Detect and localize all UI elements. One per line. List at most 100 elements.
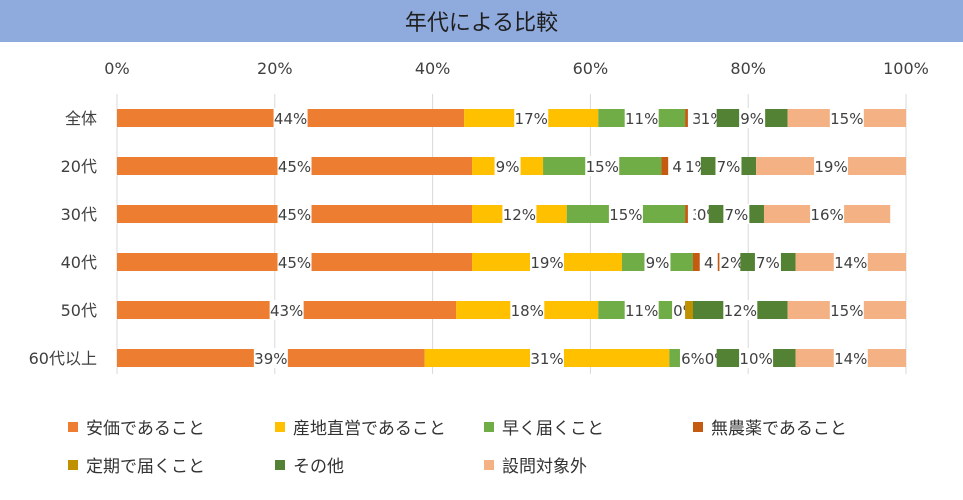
data-label: 45% [278, 206, 311, 224]
legend-label: 安価であること [86, 419, 205, 439]
data-label-bg [269, 300, 304, 320]
legend-item: 無農薬であること [693, 414, 847, 439]
data-label-bg [624, 108, 659, 128]
legend-item: 設問対象外 [484, 452, 587, 477]
data-label-bg [829, 108, 864, 128]
legend-label: 産地直営であること [293, 419, 446, 439]
data-label-bg [277, 252, 312, 272]
data-label-bg [739, 108, 766, 128]
bar-segment [685, 301, 693, 319]
legend-swatch [275, 459, 285, 470]
data-label-bg [833, 348, 868, 368]
legend-item: 定期で届くこと [68, 452, 205, 477]
data-label: 15% [609, 206, 642, 224]
legend-swatch [484, 459, 494, 470]
data-label: 14% [834, 350, 867, 368]
data-label: 14% [834, 254, 867, 272]
chart-title: 年代による比較 [404, 11, 559, 36]
data-label: 4 [672, 158, 682, 176]
data-label-bg [530, 348, 565, 368]
data-label: 7% [717, 158, 741, 176]
legend-label: 早く届くこと [502, 419, 604, 439]
data-label-bg [253, 348, 288, 368]
data-label: 2% [721, 254, 745, 272]
data-label-bg [644, 252, 671, 272]
data-label: 11% [625, 110, 658, 128]
data-label: 12% [724, 302, 757, 320]
category-label: 60代以上 [29, 349, 97, 368]
legend-item: 早く届くこと [484, 414, 604, 439]
data-label: 7% [756, 254, 780, 272]
title-bar: 年代による比較 [0, 0, 963, 42]
data-label-bg [494, 156, 521, 176]
data-label: 9% [646, 254, 670, 272]
data-label: 17% [515, 110, 548, 128]
data-label-bg [754, 252, 781, 272]
data-label-bg [679, 348, 706, 368]
legend-swatch [68, 421, 78, 432]
x-tick-label: 60% [573, 59, 609, 78]
data-label: 45% [278, 158, 311, 176]
data-label-bg [833, 252, 868, 272]
category-label: 20代 [61, 157, 97, 176]
data-label: 15% [830, 110, 863, 128]
x-tick-label: 20% [257, 59, 293, 78]
data-label-bg [502, 204, 537, 224]
legend-label: 無農薬であること [711, 419, 847, 439]
x-tick-label: 80% [730, 59, 766, 78]
data-label-bg [715, 156, 742, 176]
data-label-bg [273, 108, 308, 128]
legend-item: 安価であること [68, 414, 205, 439]
data-label: 31% [530, 350, 563, 368]
data-label: 44% [274, 110, 307, 128]
data-label-bg [814, 156, 849, 176]
data-label: 39% [254, 350, 287, 368]
data-label: 9% [740, 110, 764, 128]
plot-area: 0% 20% 40% 60% 80% 100% 全体 44% 17% 11% 3 1% 9% 15% 20代… [29, 59, 929, 374]
legend-item: その他 [275, 452, 344, 477]
legend-swatch [484, 421, 494, 432]
legend-swatch [68, 459, 78, 470]
data-label: 7% [724, 206, 748, 224]
data-label: 3 [692, 110, 702, 128]
data-label-bg [585, 156, 620, 176]
legend-item: 産地直営であること [275, 414, 446, 439]
data-label: 45% [278, 254, 311, 272]
data-label-bg [530, 252, 565, 272]
data-label-bg [723, 204, 750, 224]
category-label: 全体 [65, 109, 97, 128]
category-label: 30代 [61, 205, 97, 224]
category-label: 50代 [61, 301, 97, 320]
legend-label: 設問対象外 [502, 457, 587, 477]
x-tick-label: 0% [104, 59, 129, 78]
x-tick-label: 100% [883, 59, 929, 78]
data-label: 16% [810, 206, 843, 224]
data-label-bg [608, 204, 643, 224]
data-label: 43% [270, 302, 303, 320]
category-label: 40代 [61, 253, 97, 272]
data-label-bg [277, 204, 312, 224]
data-label: 18% [511, 302, 544, 320]
data-label-bg [624, 300, 659, 320]
x-tick-label: 40% [415, 59, 451, 78]
legend: 安価であること 産地直営であること 早く届くこと 無農薬であること定期で届くこと その他… [0, 408, 963, 500]
data-label: 11% [625, 302, 658, 320]
data-label: 15% [586, 158, 619, 176]
data-label: 4 [704, 254, 714, 272]
data-label-bg [277, 156, 312, 176]
data-label: 15% [830, 302, 863, 320]
data-label: 19% [814, 158, 847, 176]
legend-swatch [275, 421, 285, 432]
data-label: 19% [530, 254, 563, 272]
data-label-bg [810, 204, 845, 224]
legend-swatch [693, 421, 703, 432]
data-label-bg [719, 252, 746, 272]
data-label: 10% [739, 350, 772, 368]
data-label: 12% [503, 206, 536, 224]
legend-label: その他 [293, 457, 344, 477]
data-label-bg [510, 300, 545, 320]
data-label-bg [739, 348, 774, 368]
data-label-bg [723, 300, 758, 320]
legend-label: 定期で届くこと [86, 457, 205, 477]
